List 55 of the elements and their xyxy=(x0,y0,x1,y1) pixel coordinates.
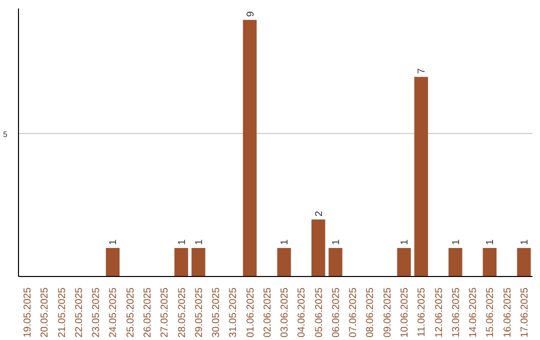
data-label: 1 xyxy=(400,238,410,245)
x-tick-label: 11.06.2025 xyxy=(416,287,428,337)
x-tick-label: 17.06.2025 xyxy=(519,287,530,338)
x-tick-label: 07.06.2025 xyxy=(348,287,360,338)
bar xyxy=(414,76,428,276)
x-tick-label: 02.06.2025 xyxy=(262,287,274,338)
x-tick-label: 19.05.2025 xyxy=(22,287,34,338)
bar xyxy=(517,248,531,276)
bar xyxy=(174,248,188,276)
x-tick-label: 13.06.2025 xyxy=(450,287,462,338)
x-tick-label: 08.06.2025 xyxy=(365,287,376,338)
x-tick-label: 10.06.2025 xyxy=(400,287,410,338)
y-tick-label: 5 xyxy=(3,130,8,139)
x-tick-label: 09.06.2025 xyxy=(382,287,394,338)
bar xyxy=(242,20,257,276)
x-tick-label: 06.06.2025 xyxy=(330,287,342,338)
bar xyxy=(106,248,120,276)
bar xyxy=(482,248,497,276)
data-label: 1 xyxy=(176,238,188,245)
bar xyxy=(192,248,206,276)
x-tick-label: 31.05.2025 xyxy=(228,287,240,338)
x-tick-label: 30.05.2025 xyxy=(211,287,222,338)
x-tick-label: 05.06.2025 xyxy=(314,287,325,338)
x-tick-label: 14.06.2025 xyxy=(468,287,480,338)
x-tick-label: 29.05.2025 xyxy=(194,287,205,338)
bar xyxy=(311,219,326,276)
x-tick-label: 21.05.2025 xyxy=(56,287,68,338)
x-tick-label: 04.06.2025 xyxy=(296,287,308,338)
data-label: 2 xyxy=(314,210,325,216)
bar xyxy=(277,248,291,276)
data-label: 1 xyxy=(194,238,205,245)
data-label: 7 xyxy=(416,68,428,74)
x-tick-label: 16.06.2025 xyxy=(502,287,514,338)
x-tick-label: 25.05.2025 xyxy=(125,287,136,338)
x-tick-label: 26.05.2025 xyxy=(142,287,154,338)
data-label: 1 xyxy=(280,238,291,245)
data-label: 1 xyxy=(485,238,496,245)
x-tick-label: 24.05.2025 xyxy=(108,287,120,338)
data-label: 1 xyxy=(330,238,342,245)
x-tick-label: 28.05.2025 xyxy=(176,287,188,338)
x-tick-label: 15.06.2025 xyxy=(485,287,496,338)
x-tick-label: 01.06.2025 xyxy=(245,287,256,338)
x-tick-label: 27.05.2025 xyxy=(160,287,171,338)
x-tick-label: 12.06.2025 xyxy=(434,287,445,338)
bar xyxy=(397,248,411,276)
data-label: 9 xyxy=(245,10,256,17)
data-label: 1 xyxy=(519,238,530,245)
x-tick-label: 03.06.2025 xyxy=(280,287,291,338)
bar xyxy=(328,248,342,276)
bar xyxy=(448,248,462,276)
x-tick-label: 23.05.2025 xyxy=(91,287,102,338)
data-label: 1 xyxy=(108,238,120,245)
x-tick-label: 20.05.2025 xyxy=(40,287,51,338)
x-tick-label: 22.05.2025 xyxy=(74,287,85,338)
data-label: 1 xyxy=(450,238,462,245)
